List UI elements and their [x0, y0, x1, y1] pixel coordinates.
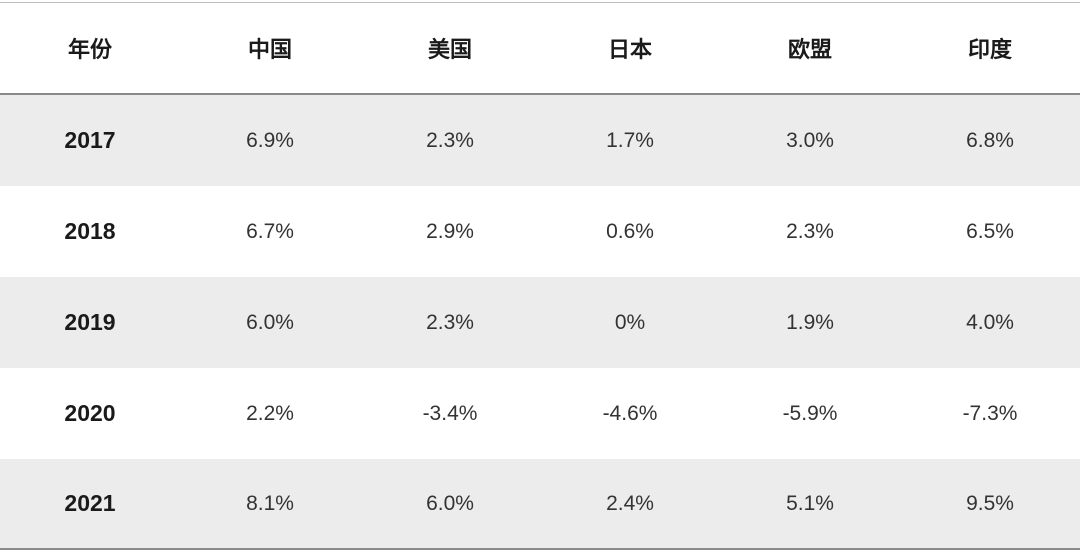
- value-cell-eu: 2.3%: [786, 219, 834, 243]
- table-header-row: 年份 中国 美国 日本 欧盟 印度: [0, 3, 1080, 93]
- value-cell-usa: 2.3%: [426, 128, 474, 152]
- column-header-usa: 美国: [427, 37, 472, 62]
- value-cell-japan: 0%: [614, 310, 646, 334]
- value-cell-china: 6.0%: [246, 310, 294, 334]
- row-year-cell: 2017: [64, 127, 116, 153]
- table-header-rule: [0, 93, 1080, 95]
- value-cell-japan: 0.6%: [606, 219, 654, 243]
- value-cell-india: 6.5%: [966, 219, 1014, 243]
- table-row-2021: 2021 8.1% 6.0% 2.4% 5.1% 9.5%: [0, 459, 1080, 548]
- table-row-2020: 2020 2.2% -3.4% -4.6% -5.9% -7.3%: [0, 368, 1080, 459]
- value-cell-japan: -4.6%: [602, 401, 658, 425]
- row-year-cell: 2019: [64, 309, 116, 335]
- row-year-cell: 2020: [64, 400, 116, 426]
- table-top-rule: [0, 2, 1080, 3]
- value-cell-usa: 6.0%: [426, 491, 474, 515]
- column-header-china: 中国: [247, 37, 292, 62]
- value-cell-eu: -5.9%: [782, 401, 838, 425]
- column-header-india: 印度: [967, 37, 1012, 62]
- table-row-2019: 2019 6.0% 2.3% 0% 1.9% 4.0%: [0, 277, 1080, 368]
- table-row-2018: 2018 6.7% 2.9% 0.6% 2.3% 6.5%: [0, 186, 1080, 277]
- value-cell-japan: 2.4%: [606, 491, 654, 515]
- value-cell-china: 8.1%: [246, 491, 294, 515]
- value-cell-usa: -3.4%: [422, 401, 478, 425]
- value-cell-china: 6.9%: [246, 128, 294, 152]
- row-year-cell: 2021: [64, 490, 116, 516]
- row-year-cell: 2018: [64, 218, 116, 244]
- value-cell-japan: 1.7%: [606, 128, 654, 152]
- column-header-japan: 日本: [607, 37, 652, 62]
- value-cell-eu: 3.0%: [786, 128, 834, 152]
- value-cell-eu: 1.9%: [786, 310, 834, 334]
- value-cell-india: -7.3%: [962, 401, 1018, 425]
- column-header-year: 年份: [67, 37, 112, 62]
- value-cell-india: 6.8%: [966, 128, 1014, 152]
- table-bottom-rule: [0, 548, 1080, 550]
- value-cell-eu: 5.1%: [786, 491, 834, 515]
- value-cell-china: 6.7%: [246, 219, 294, 243]
- table-row-2017: 2017 6.9% 2.3% 1.7% 3.0% 6.8%: [0, 95, 1080, 186]
- column-header-eu: 欧盟: [787, 37, 832, 62]
- value-cell-india: 9.5%: [966, 491, 1014, 515]
- value-cell-india: 4.0%: [966, 310, 1014, 334]
- value-cell-usa: 2.3%: [426, 310, 474, 334]
- value-cell-usa: 2.9%: [426, 219, 474, 243]
- value-cell-china: 2.2%: [246, 401, 294, 425]
